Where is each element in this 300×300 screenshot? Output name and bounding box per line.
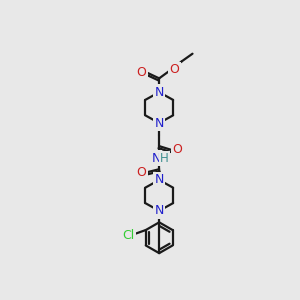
Text: H: H — [160, 152, 169, 165]
Text: N: N — [154, 173, 164, 187]
Text: O: O — [136, 66, 146, 79]
Text: Cl: Cl — [122, 229, 134, 242]
Text: O: O — [172, 143, 182, 157]
Text: N: N — [154, 86, 164, 99]
Text: N: N — [152, 152, 161, 165]
Text: N: N — [154, 116, 164, 130]
Text: N: N — [154, 204, 164, 217]
Text: O: O — [136, 166, 146, 179]
Text: O: O — [170, 63, 180, 76]
